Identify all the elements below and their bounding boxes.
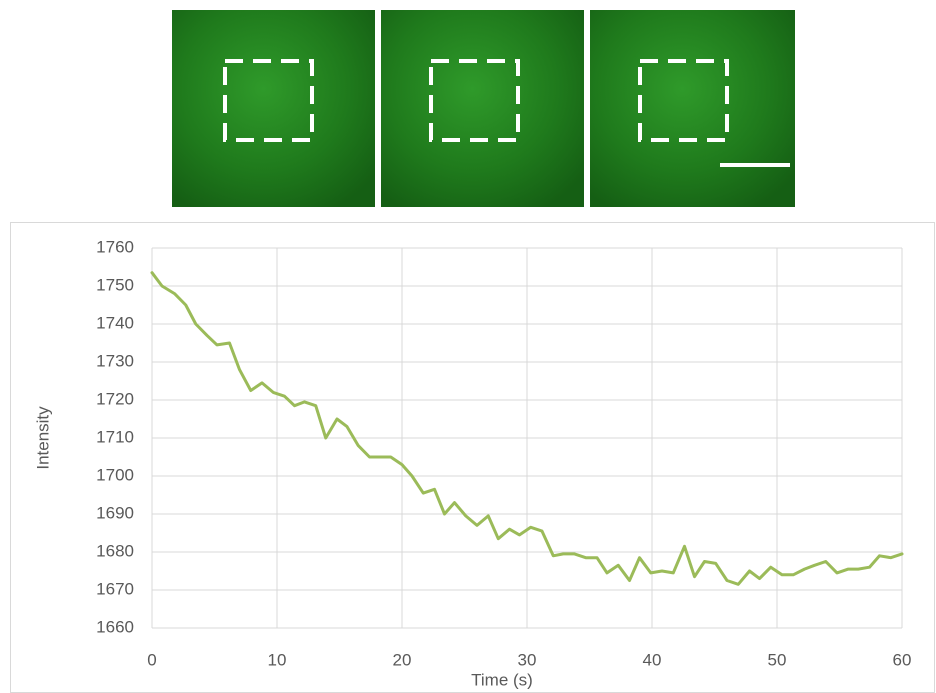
x-tick-label: 0 (147, 650, 156, 669)
y-tick-label: 1700 (96, 465, 134, 484)
y-tick-label: 1740 (96, 313, 134, 332)
y-tick-label: 1670 (96, 579, 134, 598)
y-tick-label: 1710 (96, 427, 134, 446)
micrograph-panel (590, 10, 795, 207)
y-tick-label: 1750 (96, 275, 134, 294)
y-tick-label: 1690 (96, 503, 134, 522)
y-tick-label: 1660 (96, 617, 134, 636)
x-axis-label: Time (s) (471, 670, 533, 689)
x-tick-label: 10 (268, 650, 287, 669)
y-tick-label: 1720 (96, 389, 134, 408)
x-tick-label: 60 (893, 650, 912, 669)
y-tick-label: 1680 (96, 541, 134, 560)
y-axis-label: Intensity (33, 406, 52, 470)
y-tick-label: 1730 (96, 351, 134, 370)
chart-frame (11, 223, 935, 693)
micrograph-panel (381, 10, 584, 207)
page: {"chart_data": {"type": "line", "x_label… (0, 0, 936, 693)
y-tick-label: 1760 (96, 237, 134, 256)
x-tick-label: 40 (643, 650, 662, 669)
micrograph-panel (172, 10, 375, 207)
scale-bar (720, 163, 790, 167)
x-tick-label: 30 (518, 650, 537, 669)
figure: Time (s) Intensity 1660 1670 1680 1690 1700 1… (0, 0, 936, 693)
x-tick-label: 20 (393, 650, 412, 669)
x-tick-label: 50 (768, 650, 787, 669)
